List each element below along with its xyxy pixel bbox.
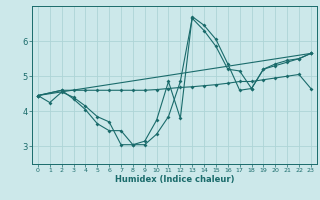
X-axis label: Humidex (Indice chaleur): Humidex (Indice chaleur) — [115, 175, 234, 184]
